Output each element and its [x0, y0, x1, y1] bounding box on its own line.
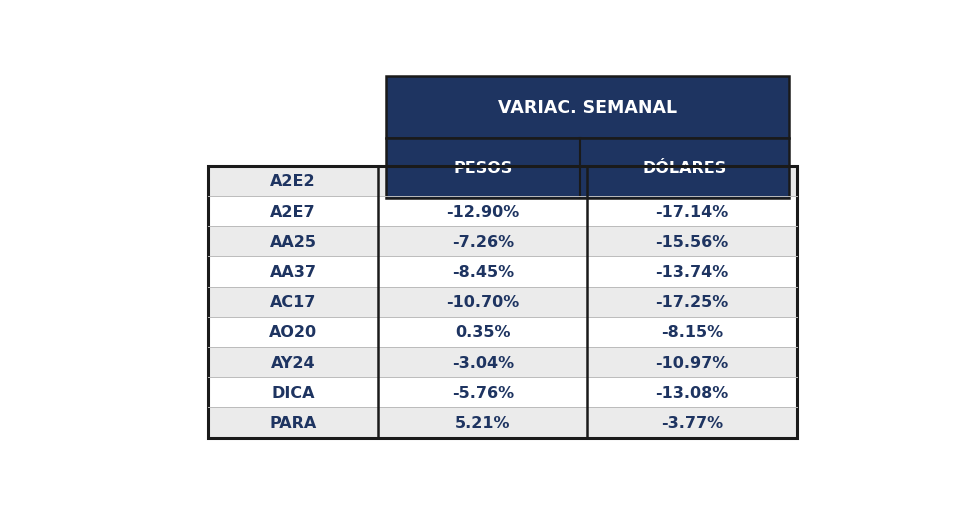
Text: -3.77%: -3.77% — [662, 415, 723, 430]
Text: -15.56%: -15.56% — [656, 234, 729, 249]
Text: -10.97%: -10.97% — [656, 355, 729, 370]
FancyBboxPatch shape — [208, 227, 797, 257]
FancyBboxPatch shape — [386, 77, 789, 138]
Text: -18.90%: -18.90% — [656, 174, 729, 189]
Text: -17.14%: -17.14% — [656, 204, 729, 219]
Text: -5.76%: -5.76% — [452, 385, 514, 400]
Text: -8.45%: -8.45% — [452, 265, 514, 279]
FancyBboxPatch shape — [208, 257, 797, 287]
Text: VARIAC. SEMANAL: VARIAC. SEMANAL — [498, 99, 677, 117]
FancyBboxPatch shape — [208, 196, 797, 227]
Text: 5.21%: 5.21% — [455, 415, 511, 430]
Text: DICA: DICA — [271, 385, 315, 400]
Text: -3.04%: -3.04% — [452, 355, 514, 370]
FancyBboxPatch shape — [208, 377, 797, 408]
FancyBboxPatch shape — [208, 166, 797, 196]
Text: A2E2: A2E2 — [270, 174, 316, 189]
Text: PARA: PARA — [270, 415, 317, 430]
FancyBboxPatch shape — [208, 317, 797, 347]
Text: -13.08%: -13.08% — [656, 385, 729, 400]
Text: AC17: AC17 — [270, 294, 317, 310]
Text: -17.25%: -17.25% — [656, 294, 729, 310]
Text: PESOS: PESOS — [454, 161, 513, 176]
Text: -13.74%: -13.74% — [656, 265, 729, 279]
Text: AA25: AA25 — [270, 234, 317, 249]
Text: -12.90%: -12.90% — [446, 204, 519, 219]
Text: -8.15%: -8.15% — [662, 325, 723, 340]
FancyBboxPatch shape — [386, 138, 789, 198]
Text: A2E7: A2E7 — [270, 204, 316, 219]
Text: -7.26%: -7.26% — [452, 234, 514, 249]
FancyBboxPatch shape — [208, 287, 797, 317]
Text: DÓLARES: DÓLARES — [643, 161, 726, 176]
FancyBboxPatch shape — [208, 408, 797, 438]
Text: AY24: AY24 — [270, 355, 316, 370]
Text: AO20: AO20 — [269, 325, 318, 340]
Text: -10.70%: -10.70% — [446, 294, 519, 310]
Text: 0.35%: 0.35% — [455, 325, 511, 340]
FancyBboxPatch shape — [208, 347, 797, 377]
Text: -8.57%: -8.57% — [452, 174, 514, 189]
Text: AA37: AA37 — [270, 265, 317, 279]
